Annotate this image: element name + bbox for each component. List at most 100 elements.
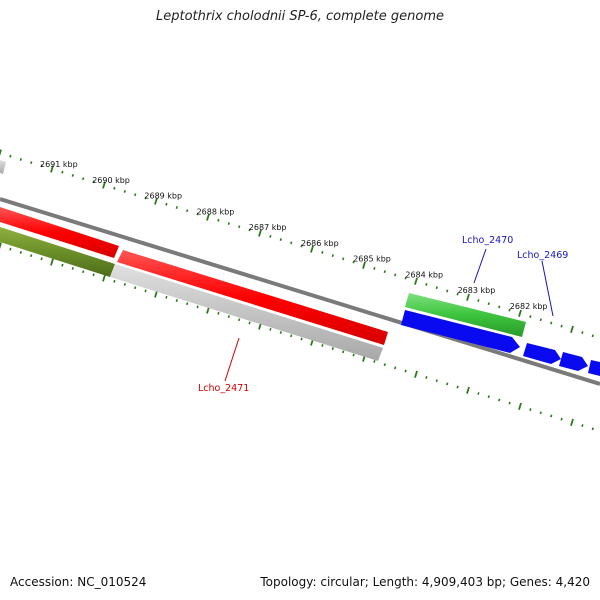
minor-tick: [508, 308, 511, 312]
minor-tick: [123, 190, 126, 193]
minor-tick: [92, 180, 95, 184]
major-tick: [0, 242, 2, 250]
gene-arrow-lcho-2471: [117, 250, 388, 345]
minor-tick: [186, 209, 189, 213]
minor-tick: [539, 411, 542, 415]
minor-tick: [165, 295, 168, 299]
minor-tick: [477, 299, 480, 302]
minor-tick: [227, 315, 230, 318]
minor-tick: [435, 286, 438, 290]
minor-tick: [279, 331, 282, 335]
minor-tick: [352, 353, 355, 357]
minor-tick: [71, 267, 74, 270]
tick-label: 2689 kbp: [144, 192, 182, 201]
minor-tick: [40, 164, 43, 168]
minor-tick: [529, 408, 532, 411]
minor-tick: [425, 376, 428, 379]
major-tick: [570, 325, 574, 333]
major-tick: [570, 418, 574, 426]
major-tick: [414, 277, 418, 285]
major-tick: [310, 245, 314, 253]
minor-tick: [373, 267, 376, 270]
outer-scale-ring: [0, 149, 594, 338]
genome-summary: Topology: circular; Length: 4,909,403 bp…: [260, 575, 590, 589]
minor-tick: [238, 225, 241, 229]
minor-tick: [144, 289, 147, 293]
minor-tick: [498, 305, 501, 309]
major-tick: [50, 165, 54, 173]
gene-label-lcho-2471: Lcho_2471: [198, 383, 249, 394]
minor-tick: [321, 250, 324, 254]
major-tick: [154, 197, 158, 205]
minor-tick: [550, 414, 553, 418]
minor-tick: [279, 238, 282, 242]
accession-label: Accession: NC_010524: [10, 575, 147, 589]
minor-tick: [487, 395, 490, 399]
minor-tick: [550, 321, 553, 325]
minor-tick: [477, 392, 480, 395]
minor-tick: [498, 398, 501, 402]
minor-tick: [342, 350, 345, 354]
minor-tick: [248, 321, 251, 325]
minor-tick: [425, 283, 428, 286]
tick-label: 2690 kbp: [92, 176, 130, 185]
minor-tick: [269, 234, 272, 238]
minor-tick: [92, 273, 95, 277]
minor-tick: [269, 327, 272, 331]
minor-tick: [71, 174, 74, 177]
minor-tick: [321, 343, 324, 347]
minor-tick: [394, 366, 397, 370]
tick-label: 2691 kbp: [40, 160, 78, 169]
minor-tick: [435, 379, 438, 383]
minor-tick: [175, 206, 178, 209]
gene-fragment-gray: [0, 160, 6, 174]
major-tick: [206, 213, 210, 221]
gene-arrow-gray: [110, 264, 383, 361]
minor-tick: [487, 302, 490, 306]
minor-tick: [238, 318, 241, 322]
major-tick: [518, 402, 522, 410]
major-tick: [518, 309, 522, 317]
gene-arrow-lcho-2469-a: [401, 310, 520, 353]
minor-tick: [300, 244, 303, 248]
minor-tick: [19, 250, 22, 254]
minor-tick: [290, 334, 293, 338]
minor-tick: [383, 363, 386, 367]
minor-tick: [560, 417, 563, 421]
minor-tick: [123, 283, 126, 286]
major-tick: [258, 229, 262, 237]
minor-tick: [9, 247, 12, 251]
leader-lcho-2471: [224, 337, 240, 382]
minor-tick: [217, 311, 220, 315]
minor-tick: [196, 305, 199, 309]
tick-labels: 2691 kbp 2690 kbp 2689 kbp 2688 kbp 2687 kbp…: [40, 160, 548, 311]
gene-arrow-lcho-2470: [405, 293, 526, 337]
minor-tick: [248, 228, 251, 232]
minor-tick: [404, 276, 407, 280]
minor-tick: [186, 302, 189, 306]
tick-label: 2688 kbp: [197, 207, 235, 216]
minor-tick: [394, 273, 397, 277]
tick-label: 2684 kbp: [405, 270, 443, 279]
minor-tick: [227, 222, 230, 225]
major-tick: [466, 293, 470, 301]
major-tick: [466, 386, 470, 394]
gene-arrow-lcho-2469-d: [588, 360, 600, 376]
minor-tick: [331, 347, 334, 351]
minor-tick: [165, 202, 168, 206]
gene-arrow-olive: [0, 227, 115, 277]
leader-lcho-2469: [541, 260, 554, 317]
minor-tick: [175, 299, 178, 302]
minor-tick: [113, 186, 116, 190]
gene-label-lcho-2470: Lcho_2470: [462, 235, 513, 246]
minor-tick: [331, 254, 334, 258]
minor-tick: [342, 257, 345, 261]
minor-tick: [591, 427, 594, 431]
major-tick: [50, 258, 54, 266]
tick-label: 2685 kbp: [353, 255, 391, 264]
minor-tick: [134, 193, 137, 197]
minor-tick: [82, 177, 85, 181]
minor-tick: [19, 157, 22, 161]
minor-tick: [508, 401, 511, 405]
